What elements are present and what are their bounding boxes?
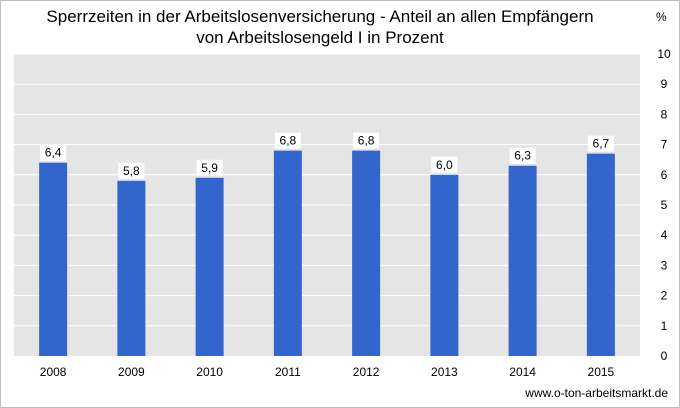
y-tick-label: 1 xyxy=(661,319,668,333)
y-tick-label: 6 xyxy=(661,168,668,182)
data-label-2014: 6,3 xyxy=(514,149,531,163)
data-label-box xyxy=(509,147,536,164)
data-label-2010: 5,9 xyxy=(201,161,218,175)
x-tick-label-2008: 2008 xyxy=(40,365,67,379)
y-tick-label: 3 xyxy=(661,258,668,272)
bar-2014 xyxy=(508,165,537,356)
bar-2009 xyxy=(117,180,146,356)
x-tick-label-2010: 2010 xyxy=(196,365,223,379)
y-tick-label: 10 xyxy=(657,47,671,61)
data-label-2013: 6,0 xyxy=(436,158,453,172)
bars xyxy=(39,150,615,356)
source-credit: www.o-ton-arbeitsmarkt.de xyxy=(525,386,668,400)
data-label-2008: 6,4 xyxy=(45,146,62,160)
x-tick-label-2015: 2015 xyxy=(588,365,615,379)
bar-2012 xyxy=(352,150,381,356)
y-tick-label: 5 xyxy=(661,198,668,212)
y-axis-unit: % xyxy=(656,10,667,24)
data-label-2015: 6,7 xyxy=(593,137,610,151)
bar-2015 xyxy=(586,153,615,356)
x-tick-label-2014: 2014 xyxy=(509,365,536,379)
bar-2011 xyxy=(273,150,302,356)
data-label-box xyxy=(587,135,614,152)
data-label-box xyxy=(274,132,301,149)
data-label-box xyxy=(431,156,458,173)
x-tick-label-2013: 2013 xyxy=(431,365,458,379)
y-tick-label: 0 xyxy=(661,349,668,363)
data-label-box xyxy=(196,159,223,176)
bar-2013 xyxy=(430,174,459,356)
y-tick-label: 9 xyxy=(661,77,668,91)
data-label-box xyxy=(353,132,380,149)
x-tick-label-2012: 2012 xyxy=(353,365,380,379)
data-label-2011: 6,8 xyxy=(280,134,297,148)
y-tick-label: 8 xyxy=(661,107,668,121)
bar-2010 xyxy=(195,177,224,356)
y-axis-ticks: 0 1 2 3 4 5 6 7 8 9 10 xyxy=(657,47,671,363)
chart-title: Sperrzeiten in der Arbeitslosenversicher… xyxy=(0,6,640,48)
x-tick-label-2011: 2011 xyxy=(275,365,301,379)
y-tick-label: 7 xyxy=(661,138,668,152)
y-tick-label: 2 xyxy=(661,289,668,303)
y-tick-label: 4 xyxy=(661,228,668,242)
data-label-box xyxy=(118,162,145,179)
data-labels: 6,4 5,8 5,9 6,8 6,8 6,0 6,3 6,7 xyxy=(40,132,614,179)
data-label-box xyxy=(40,144,67,161)
chart-title-line-1: Sperrzeiten in der Arbeitslosenversicher… xyxy=(46,7,594,26)
data-label-2009: 5,8 xyxy=(123,164,140,178)
x-axis-ticks: 2008 2009 2010 2011 2012 2013 2014 2015 xyxy=(40,365,615,379)
data-label-2012: 6,8 xyxy=(358,134,375,148)
bar-2008 xyxy=(39,162,68,356)
chart-title-line-2: von Arbeitslosengeld I in Prozent xyxy=(196,28,444,47)
x-tick-label-2009: 2009 xyxy=(118,365,145,379)
